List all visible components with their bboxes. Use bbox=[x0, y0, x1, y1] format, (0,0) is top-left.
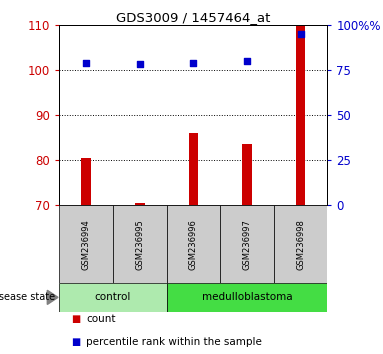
Point bbox=[298, 31, 304, 36]
Text: medulloblastoma: medulloblastoma bbox=[202, 292, 292, 302]
Bar bbox=[59, 205, 113, 283]
Text: ■: ■ bbox=[71, 314, 80, 324]
Text: GSM236995: GSM236995 bbox=[135, 219, 144, 270]
Bar bbox=[242, 144, 252, 205]
Bar bbox=[59, 283, 167, 312]
Title: GDS3009 / 1457464_at: GDS3009 / 1457464_at bbox=[116, 11, 271, 24]
Text: percentile rank within the sample: percentile rank within the sample bbox=[86, 337, 262, 347]
Point bbox=[244, 58, 250, 64]
Text: disease state: disease state bbox=[0, 292, 56, 302]
Bar bbox=[113, 205, 167, 283]
Text: GSM236994: GSM236994 bbox=[82, 219, 91, 270]
Bar bbox=[81, 158, 91, 205]
Bar bbox=[135, 203, 145, 205]
Bar bbox=[274, 205, 327, 283]
Bar bbox=[167, 283, 327, 312]
Text: control: control bbox=[95, 292, 131, 302]
Bar bbox=[220, 205, 274, 283]
Text: ■: ■ bbox=[71, 337, 80, 347]
Text: count: count bbox=[86, 314, 116, 324]
Point bbox=[137, 62, 143, 67]
Bar bbox=[188, 133, 198, 205]
Bar bbox=[296, 25, 306, 205]
Polygon shape bbox=[47, 290, 58, 304]
Point bbox=[83, 60, 89, 65]
Text: GSM236998: GSM236998 bbox=[296, 219, 305, 270]
Text: GSM236996: GSM236996 bbox=[189, 219, 198, 270]
Bar bbox=[167, 205, 220, 283]
Point bbox=[190, 60, 196, 65]
Text: GSM236997: GSM236997 bbox=[242, 219, 252, 270]
